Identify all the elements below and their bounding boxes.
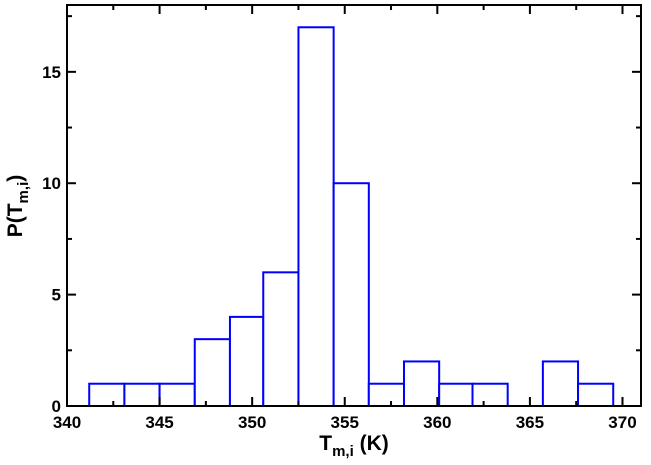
y-tick-label: 0 [52,397,61,416]
x-tick-label: 340 [53,413,81,432]
x-tick-label: 365 [516,413,544,432]
histogram-bar-9 [402,360,441,408]
bars-group [88,26,615,408]
histogram-bar-8 [367,382,405,408]
histogram-bar-11 [471,382,509,408]
x-axis-title-main: T [319,432,332,455]
histogram-bar-0 [88,382,126,408]
plot-frame [66,4,642,407]
histogram-bar-3 [193,338,231,407]
y-tick-label: 10 [42,174,61,193]
histogram-bar-14 [577,382,615,408]
histogram-bar-13 [541,360,580,408]
x-axis-title-sub: m,i [332,443,354,460]
x-tick-label: 355 [331,413,359,432]
x-tick-label: 360 [423,413,451,432]
y-axis-ticks: 0 5 10 15 [42,15,641,416]
y-tick-label: 5 [52,286,61,305]
histogram-bar-6 [297,26,335,408]
x-tick-label: 345 [145,413,173,432]
x-tick-label: 350 [238,413,266,432]
x-axis-ticks: 340 345 350 355 360 365 370 [53,5,637,432]
y-axis-title-main: P(T [4,203,27,237]
histogram-bar-4 [228,315,265,407]
histogram-bar-7 [332,182,370,407]
x-axis-title: Tm,i (K) [319,432,389,460]
x-axis-title-suffix: (K) [354,432,389,455]
y-axis-title: P(Tm,i) [4,175,32,238]
y-axis-title-sub: m,i [15,182,32,204]
histogram-bar-2 [158,382,196,408]
y-tick-label: 15 [42,63,61,82]
histogram-bar-5 [262,271,300,408]
histogram-bar-1 [123,382,161,408]
histogram-bar-10 [438,382,474,408]
x-tick-label: 370 [608,413,636,432]
y-axis-title-suffix: ) [4,175,27,182]
